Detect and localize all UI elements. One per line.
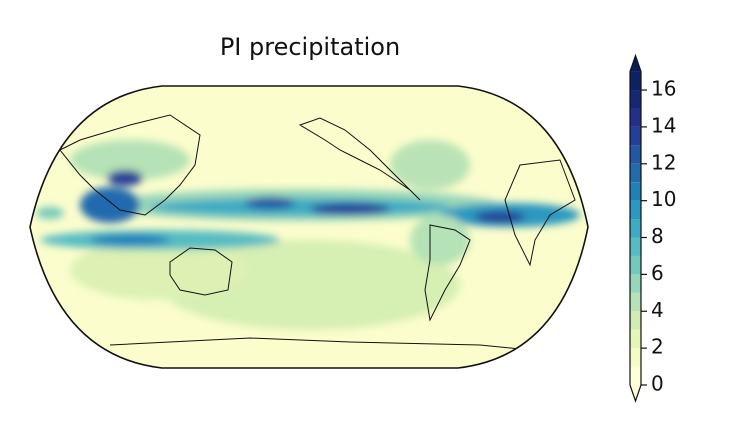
colorbar-segment bbox=[630, 163, 641, 183]
background-field bbox=[30, 86, 588, 368]
colorbar-segment bbox=[630, 71, 641, 91]
precipitation-field bbox=[30, 86, 588, 368]
colorbar-tick-label: 14 bbox=[651, 113, 676, 137]
map-title: PI precipitation bbox=[220, 33, 400, 61]
colorbar-tick-label: 10 bbox=[651, 187, 676, 211]
colorbar-segment bbox=[630, 348, 641, 367]
colorbar-segment bbox=[630, 366, 641, 385]
precip-patches bbox=[36, 140, 580, 330]
colorbar-segment bbox=[630, 200, 641, 220]
colorbar-tick-label: 6 bbox=[651, 261, 664, 285]
coastlines bbox=[59, 114, 576, 353]
colorbar-segment bbox=[630, 255, 641, 275]
colorbar-segment bbox=[630, 292, 641, 312]
colorbar-tick-label: 16 bbox=[651, 77, 676, 101]
colorbar-segment bbox=[630, 182, 641, 201]
colorbar-extend-over bbox=[630, 55, 641, 72]
colorbar-segment bbox=[630, 126, 641, 146]
colorbar-segment bbox=[630, 90, 641, 109]
colorbar-tick-label: 4 bbox=[651, 298, 664, 322]
colorbar-segment bbox=[630, 329, 641, 349]
colorbar-segment bbox=[630, 108, 641, 127]
colorbar-tick-label: 12 bbox=[651, 150, 676, 174]
colorbar-segment bbox=[630, 274, 641, 293]
colorbar-tick-label: 8 bbox=[651, 224, 664, 248]
colorbar: 0 2 4 6 8 10 12 14 16 bbox=[629, 53, 676, 403]
colorbar-segment bbox=[630, 237, 641, 256]
colorbar-segment bbox=[630, 311, 641, 330]
colorbar-tick-label: 2 bbox=[651, 335, 664, 359]
colorbar-segment bbox=[630, 145, 641, 164]
colorbar-tick-label: 0 bbox=[651, 372, 664, 396]
map-border bbox=[29, 85, 589, 369]
colorbar-segment bbox=[630, 219, 641, 238]
colorbar-extend-under bbox=[630, 385, 641, 401]
